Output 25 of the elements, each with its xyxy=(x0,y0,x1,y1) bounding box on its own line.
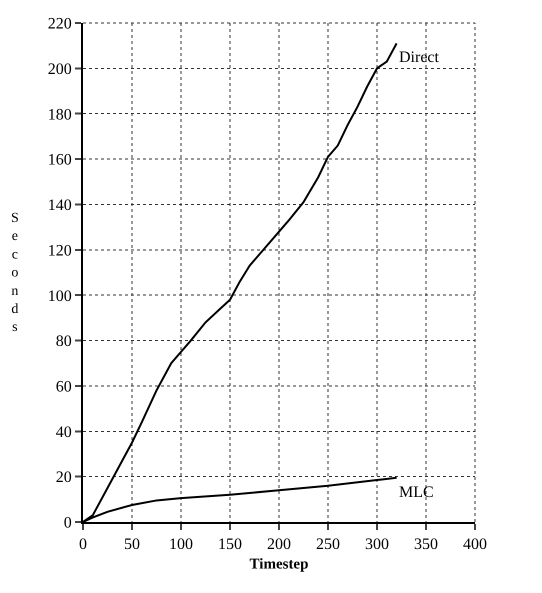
y-tick-label: 160 xyxy=(48,152,72,169)
y-axis-title: Seconds xyxy=(11,211,19,336)
x-axis-title: Timestep xyxy=(250,556,308,573)
y-tick-label: 40 xyxy=(56,424,72,441)
x-tick-label: 300 xyxy=(365,536,389,554)
y-tick-label: 200 xyxy=(48,60,72,78)
y-tick-label: 140 xyxy=(48,197,72,214)
y-tick-label: 180 xyxy=(48,106,72,124)
y-tick-label: 0 xyxy=(64,514,72,532)
x-tick-label: 200 xyxy=(267,536,291,554)
series-label: Direct xyxy=(399,49,440,66)
x-tick-label: 400 xyxy=(463,536,487,554)
x-tick-label: 350 xyxy=(414,536,438,554)
y-tick-label: 100 xyxy=(48,288,72,305)
y-tick-label: 220 xyxy=(48,16,72,33)
y-tick-label: 60 xyxy=(56,378,72,396)
x-tick-label: 150 xyxy=(218,536,242,554)
series-label: MLC xyxy=(399,484,434,501)
y-tick-label: 20 xyxy=(56,469,72,486)
y-tick-label: 120 xyxy=(48,242,72,260)
x-tick-label: 0 xyxy=(79,536,87,554)
x-tick-label: 250 xyxy=(316,536,340,554)
x-tick-label: 100 xyxy=(169,536,193,554)
y-tick-label: 80 xyxy=(56,333,72,350)
x-tick-label: 50 xyxy=(124,536,140,554)
